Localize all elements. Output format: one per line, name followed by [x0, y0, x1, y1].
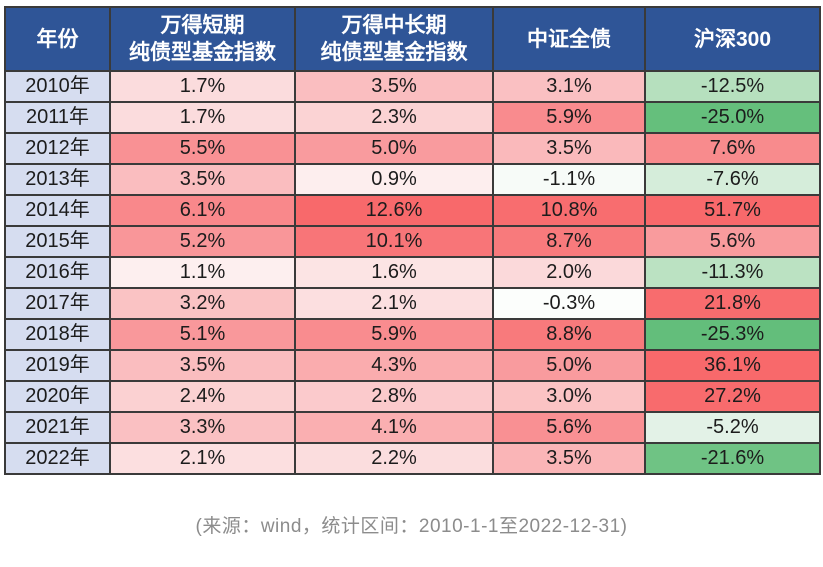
- column-header-csi-300: 沪深300: [644, 6, 821, 72]
- value-cell: 1.6%: [294, 256, 494, 289]
- value-cell: 5.6%: [492, 411, 646, 444]
- value-cell: 10.8%: [492, 194, 646, 227]
- value-cell: 12.6%: [294, 194, 494, 227]
- value-cell: 5.5%: [109, 132, 296, 165]
- table-row: 2012年 5.5% 5.0% 3.5% 7.6%: [4, 132, 821, 165]
- table-row: 2010年 1.7% 3.5% 3.1% -12.5%: [4, 70, 821, 103]
- table-row: 2015年 5.2% 10.1% 8.7% 5.6%: [4, 225, 821, 258]
- year-cell: 2012年: [4, 132, 111, 165]
- year-cell: 2010年: [4, 70, 111, 103]
- value-cell: 2.1%: [294, 287, 494, 320]
- column-header-line: 沪深300: [693, 27, 772, 51]
- value-cell: 8.8%: [492, 318, 646, 351]
- year-cell: 2013年: [4, 163, 111, 196]
- value-cell: 6.1%: [109, 194, 296, 227]
- value-cell: 51.7%: [644, 194, 821, 227]
- table-row: 2019年 3.5% 4.3% 5.0% 36.1%: [4, 349, 821, 382]
- value-cell: 5.9%: [294, 318, 494, 351]
- value-cell: -21.6%: [644, 442, 821, 475]
- value-cell: 0.9%: [294, 163, 494, 196]
- value-cell: -7.6%: [644, 163, 821, 196]
- column-header-line: 纯债型基金指数: [129, 41, 276, 64]
- value-cell: 3.5%: [294, 70, 494, 103]
- value-cell: 3.5%: [109, 163, 296, 196]
- column-header-wind-short-term-pure-bond-fund-index: 万得短期纯债型基金指数: [109, 6, 296, 72]
- annual-returns-table: 年份 万得短期 纯债型基金指数 万得中长期 纯债型基金指数 中证全债 沪深300 2010年…: [4, 6, 821, 475]
- value-cell: 36.1%: [644, 349, 821, 382]
- value-cell: 2.2%: [294, 442, 494, 475]
- table-row: 2013年 3.5% 0.9% -1.1% -7.6%: [4, 163, 821, 196]
- value-cell: 2.1%: [109, 442, 296, 475]
- year-cell: 2014年: [4, 194, 111, 227]
- column-header-wind-mid-long-term-pure-bond-fund-index: 万得中长期纯债型基金指数: [294, 6, 494, 72]
- value-cell: 21.8%: [644, 287, 821, 320]
- value-cell: 3.5%: [109, 349, 296, 382]
- value-cell: 1.7%: [109, 101, 296, 134]
- value-cell: -11.3%: [644, 256, 821, 289]
- year-cell: 2020年: [4, 380, 111, 413]
- value-cell: -0.3%: [492, 287, 646, 320]
- value-cell: 2.3%: [294, 101, 494, 134]
- value-cell: 3.1%: [492, 70, 646, 103]
- value-cell: 2.4%: [109, 380, 296, 413]
- column-header-line: 万得中长期: [341, 14, 447, 37]
- table-row: 2011年 1.7% 2.3% 5.9% -25.0%: [4, 101, 821, 134]
- value-cell: 5.0%: [492, 349, 646, 382]
- value-cell: -25.0%: [644, 101, 821, 134]
- column-header-line: 年份: [36, 27, 79, 51]
- year-cell: 2017年: [4, 287, 111, 320]
- year-cell: 2021年: [4, 411, 111, 444]
- year-cell: 2018年: [4, 318, 111, 351]
- value-cell: 4.3%: [294, 349, 494, 382]
- value-cell: 27.2%: [644, 380, 821, 413]
- year-cell: 2015年: [4, 225, 111, 258]
- table-row: 2014年 6.1% 12.6% 10.8% 51.7%: [4, 194, 821, 227]
- value-cell: 5.0%: [294, 132, 494, 165]
- table-row: 2017年 3.2% 2.1% -0.3% 21.8%: [4, 287, 821, 320]
- year-cell: 2016年: [4, 256, 111, 289]
- value-cell: 5.6%: [644, 225, 821, 258]
- year-cell: 2019年: [4, 349, 111, 382]
- value-cell: 1.1%: [109, 256, 296, 289]
- value-cell: 2.0%: [492, 256, 646, 289]
- table-body: 2010年 1.7% 3.5% 3.1% -12.5% 2011年 1.7% 2.3% 5.9%…: [4, 70, 821, 475]
- value-cell: 3.5%: [492, 132, 646, 165]
- header-row: 年份 万得短期 纯债型基金指数 万得中长期 纯债型基金指数 中证全债 沪深300: [4, 6, 821, 72]
- source-note: (来源：wind，统计区间：2010-1-1至2022-12-31): [195, 516, 628, 537]
- value-cell: 3.0%: [492, 380, 646, 413]
- value-cell: 10.1%: [294, 225, 494, 258]
- column-header-csi-aggregate-bond: 中证全债: [492, 6, 646, 72]
- table-header: 年份 万得短期 纯债型基金指数 万得中长期 纯债型基金指数 中证全债 沪深300: [4, 6, 821, 72]
- value-cell: -5.2%: [644, 411, 821, 444]
- value-cell: 3.5%: [492, 442, 646, 475]
- value-cell: 7.6%: [644, 132, 821, 165]
- table-row: 2021年 3.3% 4.1% 5.6% -5.2%: [4, 411, 821, 444]
- table-row: 2022年 2.1% 2.2% 3.5% -21.6%: [4, 442, 821, 475]
- value-cell: 3.2%: [109, 287, 296, 320]
- page: 年份 万得短期 纯债型基金指数 万得中长期 纯债型基金指数 中证全债 沪深300 2010年…: [4, 6, 821, 537]
- value-cell: -12.5%: [644, 70, 821, 103]
- value-cell: 5.1%: [109, 318, 296, 351]
- column-header-line: 纯债型基金指数: [320, 41, 468, 64]
- value-cell: 4.1%: [294, 411, 494, 444]
- value-cell: -1.1%: [492, 163, 646, 196]
- column-header-line: 万得短期: [160, 14, 245, 37]
- value-cell: -25.3%: [644, 318, 821, 351]
- table-row: 2020年 2.4% 2.8% 3.0% 27.2%: [4, 380, 821, 413]
- year-cell: 2022年: [4, 442, 111, 475]
- column-header-year: 年份: [4, 6, 111, 72]
- value-cell: 8.7%: [492, 225, 646, 258]
- year-cell: 2011年: [4, 101, 111, 134]
- column-header-line: 中证全债: [527, 27, 611, 51]
- value-cell: 3.3%: [109, 411, 296, 444]
- value-cell: 5.9%: [492, 101, 646, 134]
- value-cell: 2.8%: [294, 380, 494, 413]
- value-cell: 1.7%: [109, 70, 296, 103]
- table-row: 2016年 1.1% 1.6% 2.0% -11.3%: [4, 256, 821, 289]
- table-row: 2018年 5.1% 5.9% 8.8% -25.3%: [4, 318, 821, 351]
- value-cell: 5.2%: [109, 225, 296, 258]
